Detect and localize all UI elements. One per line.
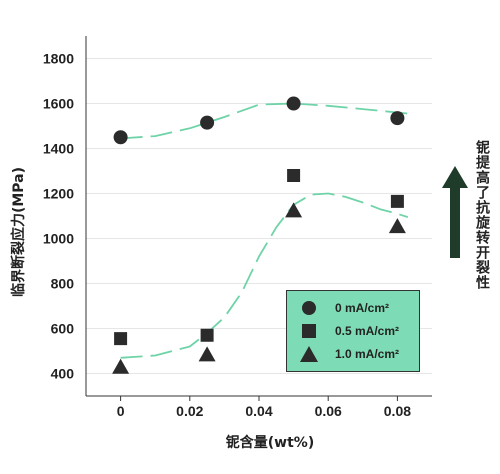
trend-line-0 xyxy=(120,102,408,140)
side-annotation-text: 铌提高了抗旋转开裂性 xyxy=(474,140,490,290)
y-tick-label: 1200 xyxy=(43,186,74,202)
legend-circle-marker xyxy=(302,301,316,315)
data-point-triangle xyxy=(388,218,406,234)
data-point-square xyxy=(200,328,214,342)
x-axis-label: 铌含量(wt%) xyxy=(225,435,315,451)
x-tick-label: 0.06 xyxy=(315,403,342,419)
data-point-circle xyxy=(286,96,301,111)
legend-label: 1.0 mA/cm² xyxy=(335,347,400,361)
x-tick-label: 0.08 xyxy=(384,403,411,419)
data-point-triangle xyxy=(285,202,303,218)
y-tick-label: 600 xyxy=(51,321,75,337)
x-tick-label: 0 xyxy=(117,403,125,419)
legend-triangle-marker xyxy=(300,346,318,362)
trend-line-1 xyxy=(120,192,409,359)
data-point-circle xyxy=(200,115,215,130)
legend: 0 mA/cm² 0.5 mA/cm² 1.0 mA/cm² xyxy=(286,290,420,372)
y-tick-label: 400 xyxy=(51,366,75,382)
legend-square-marker xyxy=(302,324,316,338)
x-tick-label: 0.02 xyxy=(176,403,203,419)
side-annotation: 铌提高了抗旋转开裂性 xyxy=(442,120,490,360)
legend-entry-1: 0.5 mA/cm² xyxy=(287,320,421,342)
data-point-square xyxy=(287,169,301,182)
data-point-circle xyxy=(113,130,128,145)
data-point-square xyxy=(114,332,128,346)
up-arrow-icon xyxy=(442,166,468,258)
y-axis-label: 临界断裂应力(MPa) xyxy=(11,166,27,298)
y-tick-label: 1400 xyxy=(43,141,74,157)
y-tick-label: 1800 xyxy=(43,51,74,67)
x-tick-label: 0.04 xyxy=(245,403,272,419)
y-tick-label: 800 xyxy=(51,276,75,292)
legend-entry-2: 1.0 mA/cm² xyxy=(287,343,421,365)
legend-entry-0: 0 mA/cm² xyxy=(287,297,421,319)
data-point-square xyxy=(390,194,404,208)
data-point-triangle xyxy=(198,346,216,362)
data-point-triangle xyxy=(112,358,130,374)
legend-label: 0.5 mA/cm² xyxy=(335,324,400,338)
y-tick-label: 1000 xyxy=(43,231,74,247)
data-point-circle xyxy=(390,111,405,126)
legend-label: 0 mA/cm² xyxy=(335,301,390,315)
y-tick-label: 1600 xyxy=(43,96,74,112)
